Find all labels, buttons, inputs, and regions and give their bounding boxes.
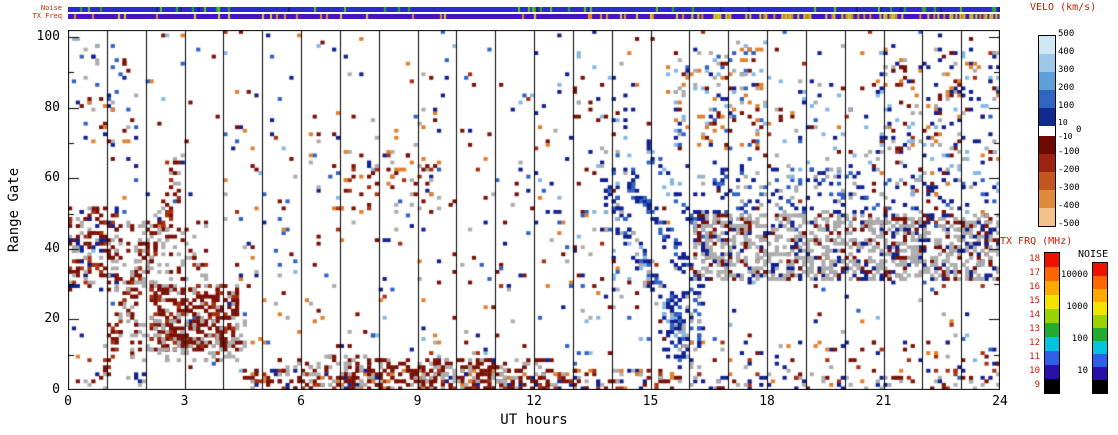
x-tick-label: 18 <box>759 394 775 409</box>
x-tick-label: 12 <box>526 394 542 409</box>
noise-strip-canvas <box>68 7 1000 12</box>
colorbar-segment <box>1045 267 1059 281</box>
x-axis-title: UT hours <box>500 412 568 428</box>
txfrq-scale-label: 11 <box>1029 352 1040 362</box>
colorbar-segment <box>1039 190 1055 208</box>
y-tick-label: 80 <box>44 99 60 115</box>
x-tick-label: 24 <box>992 394 1008 409</box>
txfrq-colorbar-labels: 18 17 16 15 14 13 12 11 10 9 <box>1012 252 1040 394</box>
txfrq-scale-label: 14 <box>1029 310 1040 320</box>
colorbar-segment <box>1039 72 1055 90</box>
main-plot-canvas <box>68 30 1000 390</box>
colorbar-segment <box>1045 337 1059 351</box>
txfrq-scale-label: 10 <box>1029 366 1040 376</box>
txfrq-colorbar <box>1044 252 1060 394</box>
velo-scale-label: 400 <box>1058 47 1075 57</box>
velo-scale-label: 500 <box>1058 29 1075 39</box>
colorbar-segment <box>1039 54 1055 72</box>
velo-colorbar <box>1038 35 1056 227</box>
txfrq-scale-label: 13 <box>1029 324 1040 334</box>
colorbar-segment <box>1045 295 1059 309</box>
velo-scale-label: -500 <box>1058 219 1080 229</box>
colorbar-segment <box>1039 90 1055 108</box>
txfrq-scale-label: 17 <box>1029 268 1040 278</box>
noise-strip-label: Noise <box>40 4 62 12</box>
noise-scale-label: 100 <box>1071 334 1088 344</box>
noise-colorbar <box>1092 262 1108 394</box>
x-tick-label: 3 <box>180 394 189 409</box>
colorbar-segment <box>1093 289 1107 302</box>
x-tick-label: 9 <box>413 394 422 409</box>
colorbar-segment <box>1045 309 1059 323</box>
colorbar-segment <box>1039 154 1055 172</box>
colorbar-segment <box>1045 351 1059 365</box>
y-tick-label: 40 <box>44 240 60 256</box>
x-tick-label: 15 <box>642 394 659 409</box>
velo-colorbar-title: VELO (km/s) <box>1030 2 1097 13</box>
velo-scale-label: 200 <box>1058 83 1075 93</box>
colorbar-segment <box>1039 172 1055 190</box>
x-tick-label: 6 <box>297 394 305 409</box>
colorbar-segment <box>1045 281 1059 295</box>
colorbar-segment <box>1093 341 1107 354</box>
y-tick-label: 60 <box>44 170 60 186</box>
y-tick-label: 0 <box>52 382 60 397</box>
colorbar-segment <box>1093 367 1107 380</box>
colorbar-segment <box>1093 276 1107 289</box>
txfrq-scale-label: 9 <box>1034 380 1040 390</box>
velo-scale-label: -300 <box>1058 183 1080 193</box>
colorbar-segment <box>1045 253 1059 267</box>
noise-scale-label: 1000 <box>1066 302 1088 312</box>
y-tick-label: 20 <box>44 311 60 327</box>
colorbar-segment <box>1093 263 1107 276</box>
colorbar-segment <box>1093 380 1107 393</box>
colorbar-segment <box>1039 108 1055 126</box>
txfreq-strip-label: TX Freq <box>32 12 62 20</box>
velo-scale-label: 10 <box>1058 118 1068 127</box>
velo-scale-label: -400 <box>1058 201 1080 211</box>
colorbar-segment <box>1039 36 1055 54</box>
colorbar-segment <box>1093 328 1107 341</box>
noise-scale-label: 10000 <box>1060 270 1088 280</box>
txfreq-strip-canvas <box>68 14 1000 19</box>
noise-scale-label: 10 <box>1077 366 1088 376</box>
colorbar-segment <box>1093 315 1107 328</box>
velo-scale-label: 300 <box>1058 65 1075 75</box>
noise-colorbar-title: NOISE <box>1078 249 1109 260</box>
colorbar-segment <box>1039 208 1055 226</box>
noise-colorbar-labels: 10000 1000 100 10 <box>1054 262 1088 394</box>
colorbar-segment <box>1045 323 1059 337</box>
x-tick-label: 21 <box>875 394 892 409</box>
colorbar-segment <box>1039 136 1055 154</box>
velo-scale-label: -10 <box>1058 132 1073 141</box>
txfrq-colorbar-title: TX FRQ (MHz) <box>1000 236 1073 247</box>
txfrq-scale-label: 16 <box>1029 282 1040 292</box>
y-tick-label: 100 <box>36 29 60 45</box>
y-axis-title: Range Gate <box>6 167 22 253</box>
velo-scale-label: -100 <box>1058 147 1080 157</box>
txfrq-scale-label: 18 <box>1029 254 1040 264</box>
x-tick-label: 0 <box>64 394 72 409</box>
colorbar-segment <box>1045 379 1059 393</box>
colorbar-segment <box>1039 126 1055 136</box>
velo-scale-label: 0 <box>1076 125 1082 135</box>
colorbar-segment <box>1045 365 1059 379</box>
velo-scale-label: 100 <box>1058 101 1075 111</box>
velo-scale-label: -200 <box>1058 165 1080 175</box>
colorbar-segment <box>1093 354 1107 367</box>
txfrq-scale-label: 12 <box>1029 338 1040 348</box>
colorbar-segment <box>1093 302 1107 315</box>
velo-colorbar-labels: 500 400 300 200 100 10 0 -10 -100 -200 -300 -400 -50… <box>1058 29 1114 235</box>
txfrq-scale-label: 15 <box>1029 296 1040 306</box>
